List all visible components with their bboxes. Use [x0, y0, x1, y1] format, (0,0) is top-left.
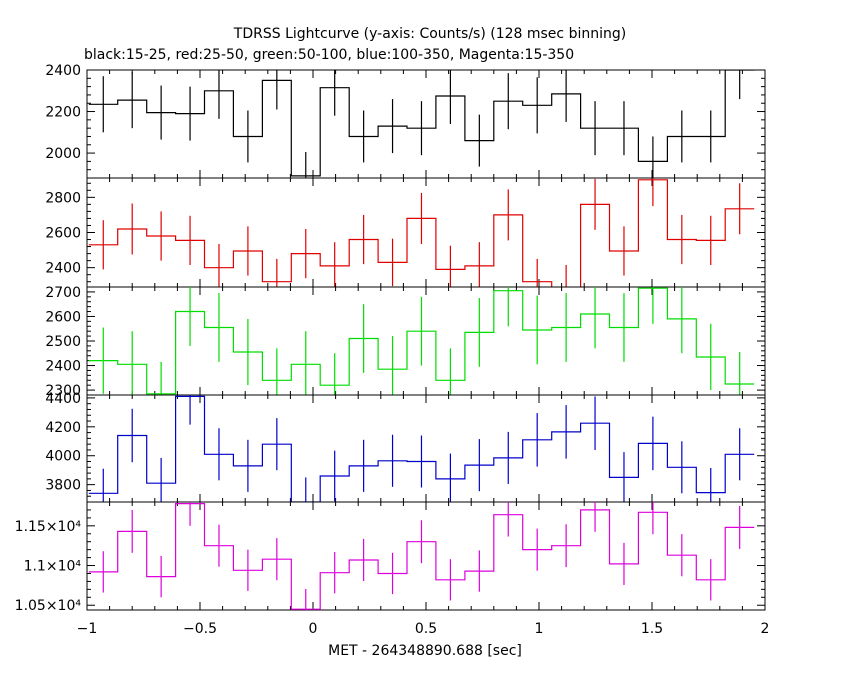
x-tick-label: 1: [535, 621, 544, 637]
y-tick-label: 1.05×10⁴: [15, 598, 82, 614]
y-tick-label: 2600: [45, 309, 81, 325]
y-tick-label: 2000: [45, 146, 81, 162]
y-tick-label: 1.1×10⁴: [24, 559, 82, 575]
x-tick-label: −0.5: [183, 621, 217, 637]
y-tick-label: 2800: [45, 190, 81, 206]
x-axis: −1 −0.5 0 0.5 1 1.5 2: [77, 621, 770, 637]
x-axis-label: MET - 264348890.688 [sec]: [328, 643, 522, 659]
chart-subtitle: black:15-25, red:25-50, green:50-100, bl…: [84, 47, 574, 63]
panel-2: 2400 2600 2800: [45, 177, 766, 288]
series-3: [88, 287, 755, 395]
chart-title: TDRSS Lightcurve (y-axis: Counts/s) (128…: [233, 26, 626, 42]
panel-5: 1.05×10⁴ 1.1×10⁴ 1.15×10⁴: [15, 501, 766, 614]
y-tick-label: 2400: [45, 359, 81, 375]
panel-4: 3800 4000 4200 4400: [45, 391, 766, 503]
panel-frame: [86, 177, 766, 288]
y-tick-label: 3800: [45, 478, 81, 494]
y-tick-label: 2200: [45, 105, 81, 121]
series-2: [88, 178, 755, 287]
panel-frame: [86, 501, 766, 611]
series-4: [88, 395, 755, 502]
y-tick-label: 4200: [45, 420, 81, 436]
panel-frame: [86, 394, 766, 503]
panel-1: 2000 2200 2400: [45, 63, 766, 179]
y-tick-label: 4400: [45, 391, 81, 407]
y-tick-label: 2600: [45, 226, 81, 242]
x-tick-label: 0.5: [415, 621, 437, 637]
y-tick-label: 2400: [45, 63, 81, 79]
x-tick-label: 1.5: [641, 621, 663, 637]
y-tick-label: 2700: [45, 285, 81, 301]
y-tick-label: 1.15×10⁴: [15, 519, 82, 535]
series-1: [88, 70, 755, 178]
y-tick-label: 2300: [45, 383, 81, 399]
panel-frame: [86, 286, 766, 396]
y-tick-label: 2400: [45, 261, 81, 277]
x-tick-label: 0: [309, 621, 318, 637]
series-5: [88, 502, 755, 610]
panels-group: 2000 2200 2400 2400 2600 2800 2300 2400 2500 2600…: [15, 63, 766, 614]
panel-3: 2300 2400 2500 2600 2700: [45, 285, 766, 399]
y-tick-label: 4000: [45, 449, 81, 465]
step-line: [88, 70, 755, 177]
x-tick-label: 2: [761, 621, 770, 637]
y-tick-label: 2500: [45, 334, 81, 350]
x-tick-label: −1: [77, 621, 98, 637]
